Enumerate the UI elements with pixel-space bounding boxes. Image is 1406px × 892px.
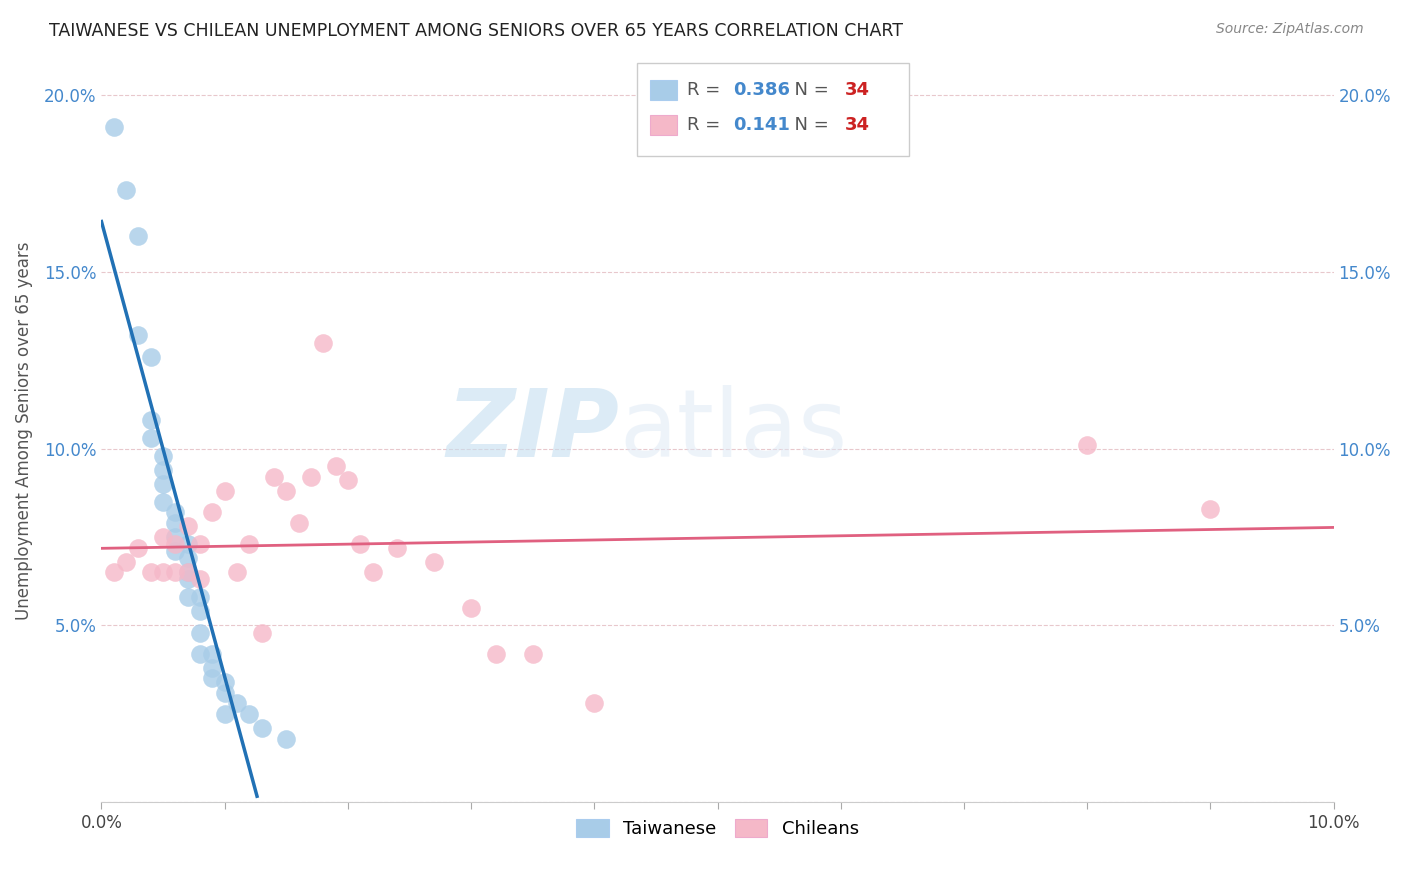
Point [423,555,446,569]
Point [485,647,508,661]
Text: R =: R = [686,116,731,134]
Text: R =: R = [686,81,725,99]
Point [177,551,200,566]
Point [165,505,187,519]
Point [214,675,236,690]
Point [299,470,322,484]
Point [165,537,187,551]
Point [238,706,260,721]
Point [214,685,236,699]
Point [177,566,200,580]
Point [1076,438,1098,452]
Text: N =: N = [783,81,834,99]
Text: TAIWANESE VS CHILEAN UNEMPLOYMENT AMONG SENIORS OVER 65 YEARS CORRELATION CHART: TAIWANESE VS CHILEAN UNEMPLOYMENT AMONG … [49,22,903,40]
Point [165,530,187,544]
Point [250,721,273,735]
Point [165,566,187,580]
Point [1199,501,1222,516]
Point [263,470,285,484]
Point [152,566,174,580]
Point [361,566,384,580]
FancyBboxPatch shape [650,79,676,101]
Text: atlas: atlas [619,385,848,477]
Point [127,328,149,343]
Point [188,604,211,618]
Point [127,229,149,244]
Point [177,566,200,580]
Point [103,120,125,134]
Point [188,647,211,661]
Point [336,474,359,488]
Text: 0.386: 0.386 [734,81,790,99]
Text: ZIP: ZIP [446,385,619,477]
Point [177,590,200,604]
Point [276,731,298,746]
Point [583,696,606,710]
Point [201,661,224,675]
Point [201,647,224,661]
Point [325,459,347,474]
Point [214,706,236,721]
Point [201,672,224,686]
Point [214,484,236,499]
Y-axis label: Unemployment Among Seniors over 65 years: Unemployment Among Seniors over 65 years [15,242,32,620]
Point [139,350,162,364]
Point [152,494,174,508]
Point [165,544,187,558]
Point [152,449,174,463]
Point [139,413,162,427]
Point [152,463,174,477]
Point [188,537,211,551]
Point [226,696,249,710]
Point [139,566,162,580]
Point [522,647,544,661]
FancyBboxPatch shape [650,114,676,136]
Point [115,555,138,569]
Point [127,541,149,555]
Point [276,484,298,499]
Text: N =: N = [783,116,834,134]
Point [165,516,187,530]
Point [139,431,162,445]
Point [460,600,482,615]
Text: 34: 34 [845,81,869,99]
Point [385,541,408,555]
Text: Source: ZipAtlas.com: Source: ZipAtlas.com [1216,22,1364,37]
Point [250,625,273,640]
Point [188,625,211,640]
Point [177,573,200,587]
Point [188,573,211,587]
Point [226,566,249,580]
Point [238,537,260,551]
Point [177,519,200,533]
Point [152,530,174,544]
Text: 34: 34 [845,116,869,134]
Text: 0.141: 0.141 [734,116,790,134]
FancyBboxPatch shape [637,63,908,156]
Point [177,537,200,551]
Point [201,505,224,519]
Point [312,335,335,350]
Legend: Taiwanese, Chileans: Taiwanese, Chileans [569,812,866,846]
Point [188,590,211,604]
Point [152,477,174,491]
Point [115,184,138,198]
Point [287,516,309,530]
Point [103,566,125,580]
Point [349,537,371,551]
